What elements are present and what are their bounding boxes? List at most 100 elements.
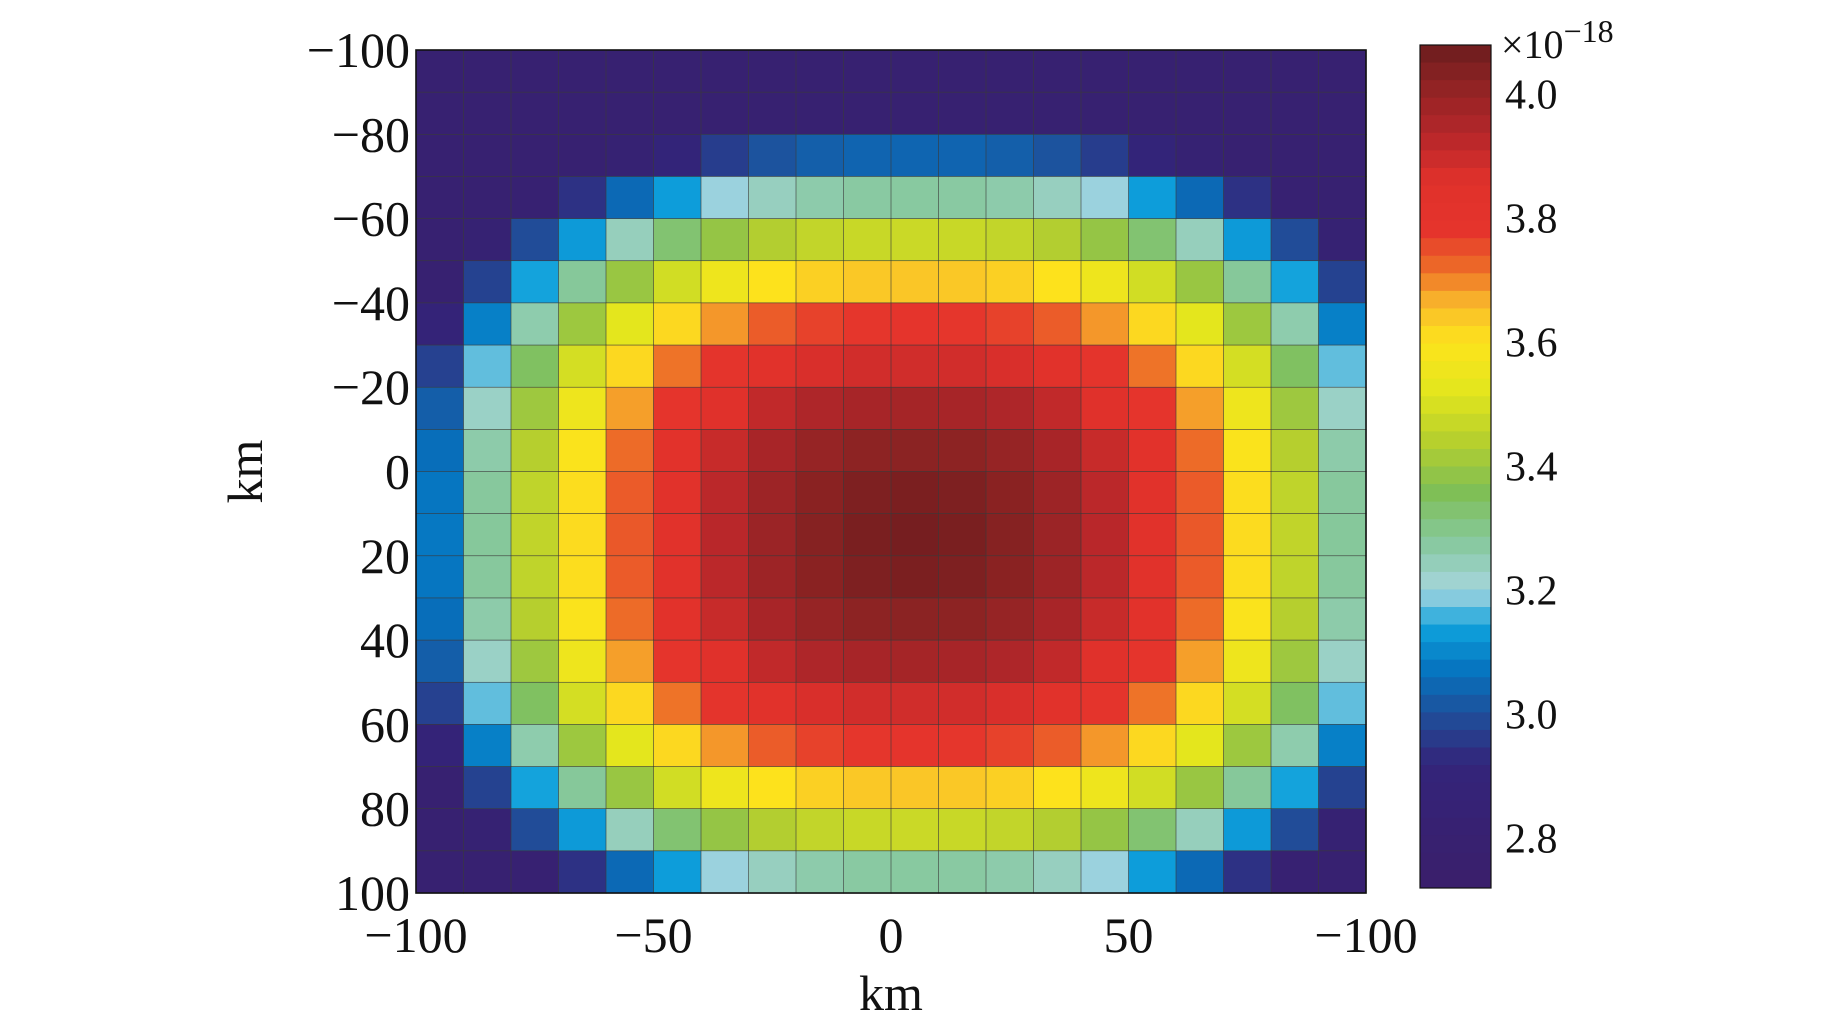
- heatmap-cell: [1033, 260, 1082, 304]
- colorbar-band: [1420, 115, 1491, 134]
- heatmap-cell: [1270, 260, 1320, 304]
- heatmap-cell: [1318, 302, 1367, 346]
- heatmap-cell: [890, 808, 940, 852]
- heatmap-cell: [985, 513, 1035, 557]
- heatmap-cell: [463, 597, 512, 641]
- heatmap-cell: [795, 260, 845, 304]
- heatmap-cell: [463, 513, 512, 557]
- heatmap-cell: [1223, 850, 1272, 894]
- heatmap-cell: [843, 850, 892, 894]
- heatmap-cell: [1033, 429, 1082, 473]
- colorbar-band: [1420, 817, 1491, 836]
- heatmap-cell: [1033, 724, 1082, 768]
- heatmap-cell: [795, 471, 845, 515]
- heatmap-cell: [795, 597, 845, 641]
- heatmap-cell: [1128, 555, 1177, 599]
- heatmap-cell: [1080, 91, 1130, 135]
- heatmap-cell: [1223, 513, 1272, 557]
- x-tick-label: −100: [364, 907, 467, 963]
- heatmap-cell: [1128, 471, 1177, 515]
- heatmap-cell: [653, 218, 702, 262]
- heatmap-cell: [1080, 850, 1130, 894]
- heatmap-cell: [1175, 471, 1225, 515]
- heatmap-cell: [415, 302, 465, 346]
- colorbar-tick-label: 4.0: [1505, 73, 1558, 119]
- heatmap-cell: [1080, 302, 1130, 346]
- heatmap-cell: [510, 429, 560, 473]
- heatmap-cell: [938, 639, 987, 683]
- heatmap-cell: [558, 134, 607, 178]
- heatmap-cell: [558, 724, 607, 768]
- colorbar-band: [1420, 448, 1491, 467]
- heatmap-cell: [1223, 260, 1272, 304]
- heatmap-cell: [938, 91, 987, 135]
- heatmap-cell: [1033, 49, 1082, 93]
- heatmap-cell: [1318, 429, 1367, 473]
- heatmap-cell: [843, 513, 892, 557]
- heatmap-cell: [558, 429, 607, 473]
- colorbar-band: [1420, 255, 1491, 274]
- heatmap-cell: [1128, 639, 1177, 683]
- heatmap-cell: [1175, 218, 1225, 262]
- heatmap-cell: [653, 91, 702, 135]
- heatmap-cell: [463, 344, 512, 388]
- heatmap-cell: [605, 555, 655, 599]
- heatmap-cell: [1270, 850, 1320, 894]
- heatmap-cell: [463, 681, 512, 726]
- heatmap-cell: [985, 724, 1035, 768]
- heatmap-cell: [1033, 555, 1082, 599]
- heatmap-cell: [1080, 597, 1130, 641]
- heatmap-cell: [1223, 176, 1272, 220]
- heatmap-cell: [1270, 471, 1320, 515]
- heatmap-cell: [938, 218, 987, 262]
- heatmap-cell: [1033, 134, 1082, 178]
- heatmap-cell: [1128, 260, 1177, 304]
- x-tick-label: −100: [1314, 907, 1417, 963]
- colorbar-tick-labels: 2.8 3.0 3.2 3.4 3.6 3.8 4.0: [1505, 73, 1558, 863]
- heatmap-cell: [890, 260, 940, 304]
- heatmap-cell: [1270, 344, 1320, 388]
- colorbar-band: [1420, 361, 1491, 380]
- colorbar-tick-label: 3.8: [1505, 197, 1558, 243]
- heatmap-cell: [1223, 766, 1272, 810]
- heatmap-cell: [985, 471, 1035, 515]
- heatmap-cell: [890, 597, 940, 641]
- heatmap-cell: [1128, 344, 1177, 388]
- heatmap-cell: [795, 808, 845, 852]
- heatmap-cell: [938, 302, 987, 346]
- heatmap-cell: [605, 91, 655, 135]
- heatmap-cell: [748, 260, 797, 304]
- heatmap-cell: [748, 724, 797, 768]
- heatmap-cells: [415, 49, 1367, 894]
- heatmap-cell: [748, 597, 797, 641]
- heatmap-cell: [510, 766, 560, 810]
- heatmap-cell: [653, 555, 702, 599]
- heatmap-cell: [843, 260, 892, 304]
- heatmap-cell: [795, 513, 845, 557]
- heatmap-cell: [510, 344, 560, 388]
- heatmap-cell: [890, 513, 940, 557]
- heatmap-cell: [558, 91, 607, 135]
- heatmap-cell: [795, 176, 845, 220]
- heatmap-cell: [510, 176, 560, 220]
- heatmap-cell: [795, 681, 845, 726]
- heatmap-cell: [1270, 49, 1320, 93]
- heatmap-cell: [463, 724, 512, 768]
- heatmap-cell: [1318, 850, 1367, 894]
- heatmap-cell: [700, 344, 750, 388]
- heatmap-cell: [558, 850, 607, 894]
- heatmap-cell: [1223, 134, 1272, 178]
- heatmap-cell: [1033, 386, 1082, 430]
- heatmap-cell: [1270, 429, 1320, 473]
- heatmap-cell: [795, 134, 845, 178]
- colorbar-band: [1420, 80, 1491, 99]
- heatmap-cell: [1318, 218, 1367, 262]
- heatmap-cell: [843, 91, 892, 135]
- heatmap-cell: [1033, 218, 1082, 262]
- heatmap-cell: [558, 344, 607, 388]
- heatmap-cell: [463, 91, 512, 135]
- heatmap-cell: [463, 639, 512, 683]
- heatmap-cell: [1223, 555, 1272, 599]
- heatmap-cell: [1128, 513, 1177, 557]
- heatmap-cell: [1318, 471, 1367, 515]
